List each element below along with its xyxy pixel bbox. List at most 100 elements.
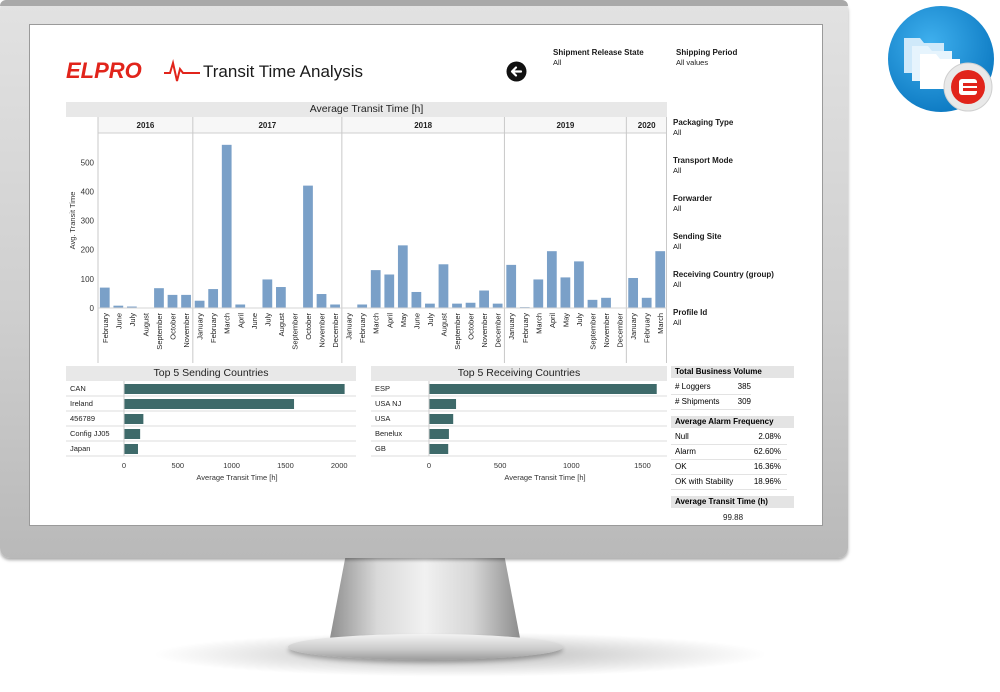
- bar[interactable]: [316, 294, 327, 308]
- transit-time-bar-chart: 0 100 200 300 400 500 Avg. Transit Time 2016 Feb…: [68, 117, 667, 363]
- bar[interactable]: [262, 279, 273, 308]
- filter-label: Profile Id: [673, 308, 708, 317]
- bar[interactable]: [221, 144, 232, 308]
- bar[interactable]: [113, 305, 124, 308]
- bar[interactable]: [194, 300, 205, 308]
- bar[interactable]: [99, 287, 110, 308]
- kpi-row-ok-with-stability: OK with Stability 18.96%: [671, 475, 787, 490]
- x-tick-label: February: [358, 313, 367, 343]
- bar[interactable]: [208, 289, 219, 308]
- x-tick-label: September: [588, 312, 597, 349]
- x-tick-label: July: [263, 313, 272, 327]
- bar[interactable]: [479, 290, 489, 308]
- category-label: Ireland: [70, 399, 93, 408]
- bar[interactable]: [429, 444, 449, 454]
- bar[interactable]: [533, 279, 544, 308]
- kpi-label: Alarm: [675, 447, 696, 456]
- filter-value[interactable]: All values: [676, 58, 709, 67]
- bar[interactable]: [276, 287, 286, 308]
- x-tick-label: July: [575, 313, 584, 327]
- x-tick-label: 0: [427, 461, 431, 470]
- bar[interactable]: [655, 251, 666, 308]
- kpi-value: 309: [737, 397, 751, 406]
- bar[interactable]: [429, 399, 457, 409]
- x-tick-label: 500: [494, 461, 507, 470]
- kpi-label: OK with Stability: [675, 477, 734, 486]
- bar[interactable]: [303, 185, 313, 308]
- x-tick-label: March: [656, 313, 665, 334]
- x-tick-label: September: [453, 312, 462, 349]
- bar[interactable]: [492, 303, 503, 308]
- x-tick-label: March: [372, 313, 381, 334]
- bar[interactable]: [601, 297, 611, 308]
- filter-value[interactable]: All: [673, 318, 682, 327]
- bar[interactable]: [425, 303, 435, 308]
- bar[interactable]: [465, 302, 476, 308]
- bar[interactable]: [124, 384, 345, 394]
- bar[interactable]: [587, 299, 598, 308]
- kpi-row-loggers: # Loggers 385: [671, 380, 751, 395]
- year-header-band: [98, 117, 667, 133]
- sending-chart-title: Top 5 Sending Countries: [66, 366, 356, 381]
- bar[interactable]: [370, 270, 381, 308]
- bar[interactable]: [429, 414, 454, 424]
- bar[interactable]: [560, 277, 571, 308]
- filter-value[interactable]: All: [673, 166, 682, 175]
- page-title: Transit Time Analysis: [203, 62, 363, 81]
- category-label: CAN: [70, 384, 86, 393]
- bar[interactable]: [124, 429, 141, 439]
- bar[interactable]: [641, 297, 652, 308]
- bar[interactable]: [235, 304, 246, 308]
- bar[interactable]: [124, 444, 138, 454]
- category-label: USA: [375, 414, 390, 423]
- x-tick-label: February: [101, 313, 110, 343]
- x-tick-label: 1500: [634, 461, 651, 470]
- bar[interactable]: [154, 288, 164, 308]
- x-tick-label: December: [616, 313, 625, 348]
- x-tick-label: March: [223, 313, 232, 334]
- x-tick-label: January: [629, 313, 638, 340]
- bar[interactable]: [438, 264, 449, 308]
- x-tick-label: June: [114, 313, 123, 329]
- bar[interactable]: [429, 384, 657, 394]
- back-button[interactable]: [506, 61, 527, 82]
- bar[interactable]: [546, 251, 557, 308]
- bar[interactable]: [506, 264, 517, 308]
- monitor-stand-base: [288, 634, 563, 660]
- bar[interactable]: [411, 291, 422, 308]
- filter-value[interactable]: All: [673, 204, 682, 213]
- kpi-row-shipments: # Shipments 309: [671, 395, 751, 410]
- x-tick-label: November: [480, 313, 489, 348]
- bar[interactable]: [167, 294, 178, 308]
- filter-value[interactable]: All: [673, 128, 682, 137]
- bar[interactable]: [452, 303, 462, 308]
- year-label: 2019: [556, 121, 574, 130]
- bar[interactable]: [429, 429, 449, 439]
- bar[interactable]: [628, 277, 639, 308]
- bar[interactable]: [357, 304, 368, 308]
- x-tick-label: June: [250, 313, 259, 329]
- bar[interactable]: [330, 304, 340, 308]
- bar[interactable]: [384, 274, 395, 308]
- kpi-value: 18.96%: [753, 477, 781, 486]
- filter-value[interactable]: All: [673, 242, 682, 251]
- x-tick-label: April: [385, 313, 394, 328]
- filter-label: Sending Site: [673, 232, 722, 241]
- x-tick-label: November: [182, 313, 191, 348]
- filter-label: Receiving Country (group): [673, 270, 774, 279]
- kpi-value: 2.08%: [758, 432, 781, 441]
- filter-value[interactable]: All: [673, 280, 682, 289]
- filter-value[interactable]: All: [553, 58, 562, 67]
- bar[interactable]: [126, 306, 137, 308]
- x-tick-label: September: [155, 312, 164, 349]
- bar[interactable]: [181, 294, 191, 308]
- bar[interactable]: [397, 245, 408, 308]
- bar[interactable]: [574, 261, 584, 308]
- total-business-volume-header: Total Business Volume: [671, 366, 794, 378]
- y-tick-label: 0: [90, 304, 95, 313]
- bar[interactable]: [124, 414, 144, 424]
- bar[interactable]: [124, 399, 295, 409]
- y-axis-label: Avg. Transit Time: [68, 192, 77, 250]
- x-tick-label: September: [290, 312, 299, 349]
- x-tick-label: January: [196, 313, 205, 340]
